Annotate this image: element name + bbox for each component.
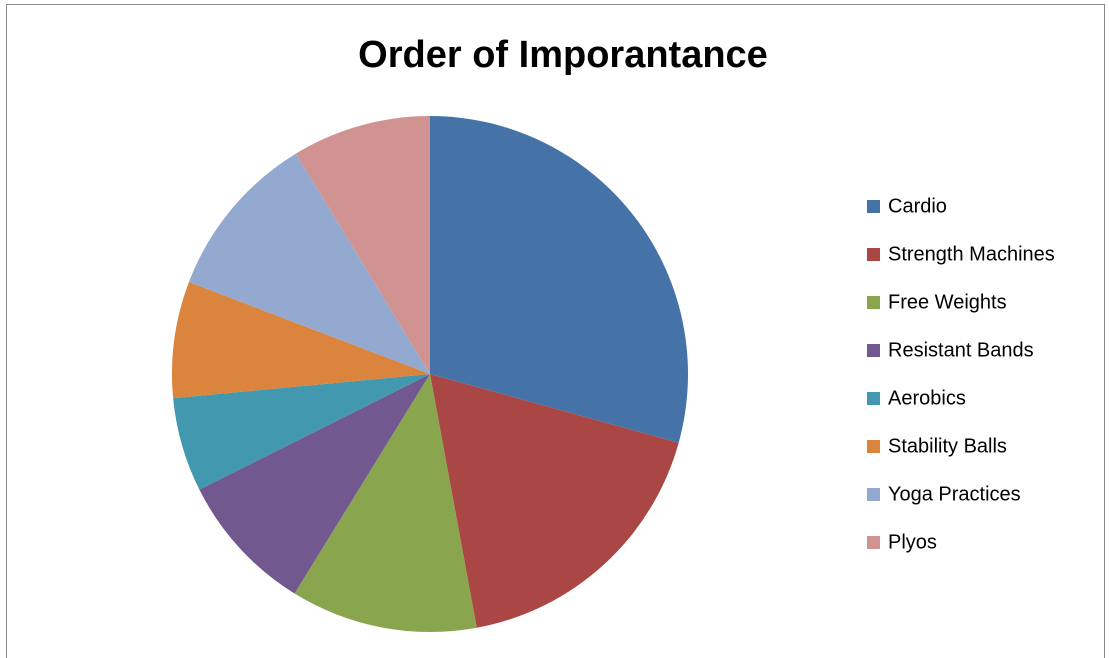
legend-swatch bbox=[867, 248, 880, 261]
legend-label: Strength Machines bbox=[888, 243, 1055, 265]
legend-label: Free Weights bbox=[888, 291, 1007, 313]
legend-swatch bbox=[867, 488, 880, 501]
pie-slice bbox=[430, 374, 679, 628]
pie-slice bbox=[430, 116, 688, 443]
pie-slice bbox=[295, 116, 430, 374]
pie-slice bbox=[199, 374, 430, 594]
pie-slice bbox=[173, 374, 430, 490]
legend-swatch bbox=[867, 200, 880, 213]
legend-swatch bbox=[867, 536, 880, 549]
chart-title: Order of Imporantance bbox=[358, 34, 768, 76]
legend-label: Resistant Bands bbox=[888, 339, 1034, 361]
legend-label: Aerobics bbox=[888, 387, 966, 409]
pie-slice bbox=[294, 374, 477, 632]
legend-swatch bbox=[867, 392, 880, 405]
legend-swatch bbox=[867, 440, 880, 453]
legend-swatch bbox=[867, 296, 880, 309]
legend-label: Cardio bbox=[888, 195, 947, 217]
legend-label: Stability Balls bbox=[888, 435, 1007, 457]
legend-label: Plyos bbox=[888, 531, 937, 553]
pie-slice bbox=[188, 153, 430, 374]
legend-swatch bbox=[867, 344, 880, 357]
legend-label: Yoga Practices bbox=[888, 483, 1021, 505]
pie-slice bbox=[172, 282, 430, 399]
